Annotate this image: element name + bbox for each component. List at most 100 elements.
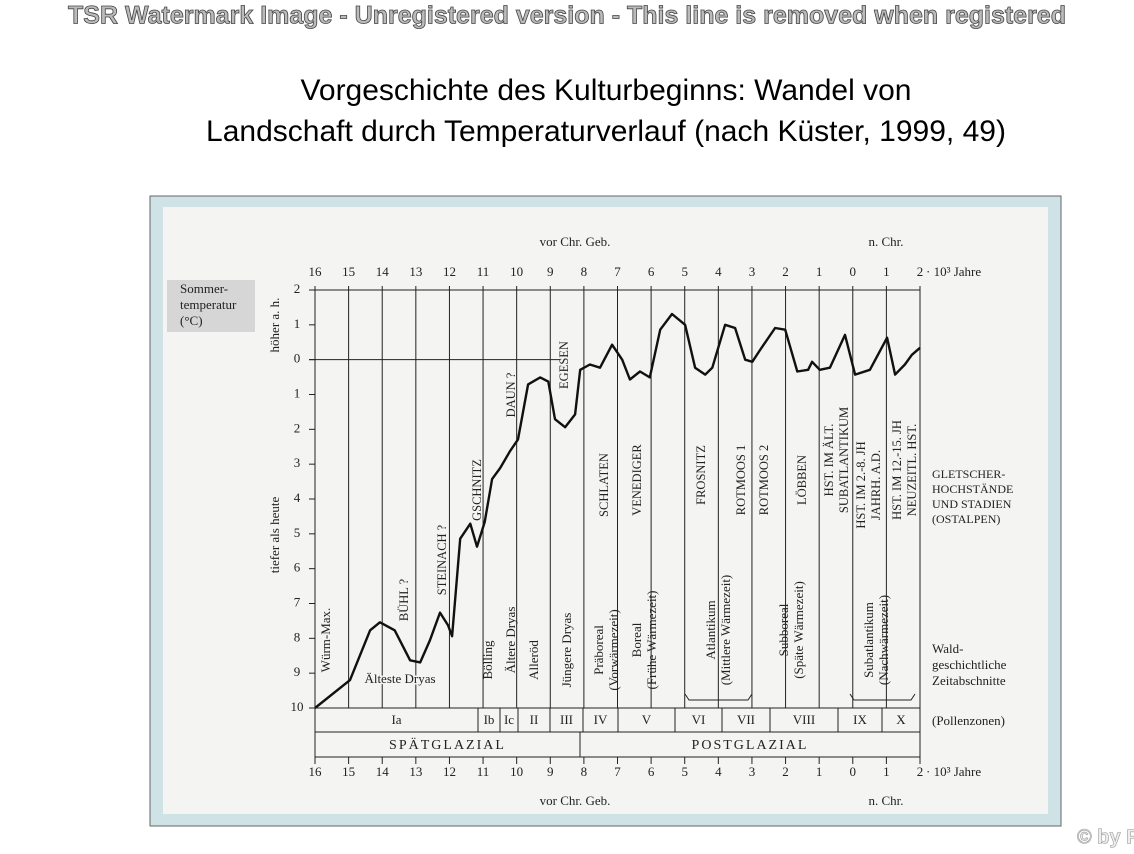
glacier-stage: HST. IM 12.-15. JH [890,420,904,520]
y-tick-label: 7 [294,594,301,609]
x-tick-label: 6 [648,264,655,279]
glacier-label: UND STADIEN [932,497,1012,511]
x-unit: · 10³ Jahre [926,264,981,279]
x-tick-label: 5 [681,764,688,779]
glacier-stage: JAHRH. A.D. [869,450,883,520]
glacier-stage: SCHLATEN [597,453,611,517]
glacier-stage: GSCHNITZ [470,459,484,521]
x-unit: · 10³ Jahre [926,764,981,779]
x-tick-label: 9 [547,264,554,279]
x-tick-label: 13 [409,264,422,279]
glacier-stage: ROTMOOS 2 [757,445,771,516]
x-tick-label: 2 [917,264,924,279]
forest-period: Alleröd [526,640,541,680]
x-tick-label: 13 [409,764,422,779]
x-tick-label: 1 [816,764,823,779]
forest-period: Jüngere Dryas [559,613,574,688]
forest-period: Boreal [629,622,644,657]
x-tick-label: 16 [309,764,323,779]
y-tick-label: 3 [294,455,301,470]
x-tick-label: 8 [581,264,588,279]
forest-period: Subboreal [776,603,791,656]
x-tick-label: 11 [477,264,490,279]
forest-period: (Frühe Wärmezeit) [644,590,659,689]
glacier-stage: BÜHL ? [397,578,411,621]
glacier-stage: HST. IM ÄLT. [822,424,836,497]
y-box-label: Sommer- [180,281,228,296]
pollen-zone: VII [737,712,755,727]
y-box-label: (°C) [180,313,203,328]
period: POSTGLAZIAL [692,738,809,753]
forest-period: Ältere Dryas [503,607,518,674]
bracket [684,693,753,701]
glacier-stage: FROSNITZ [694,445,708,505]
x-tick-label: 14 [376,264,390,279]
x-tick-label: 10 [510,764,523,779]
x-axis-label: vor Chr. Geb. [540,234,611,249]
x-tick-label: 2 [917,764,924,779]
x-tick-label: 3 [749,764,756,779]
pollen-zone: III [560,712,573,727]
period: SPÄTGLAZIAL [389,736,506,753]
pollen-zone: Ia [391,712,401,727]
figure-background [163,207,1048,814]
pollen-zone: II [530,712,539,727]
forest-period: Bölling [480,640,495,680]
forest-period: Älteste Dryas [364,671,435,686]
copyright: © by PS [1077,826,1134,848]
period-row [314,731,921,758]
bracket [849,693,916,701]
x-tick-label: 4 [715,764,722,779]
x-tick-label: 12 [443,764,456,779]
y-tick-label: 10 [291,699,304,714]
x-tick-label: 1 [816,264,823,279]
glacier-stage: EGESEN [557,341,571,389]
x-tick-label: 8 [581,764,588,779]
y-box-label: temperatur [180,297,237,312]
watermark: TSR Watermark Image - Unregistered versi… [68,2,1066,30]
x-tick-label: 2 [782,764,789,779]
y-tick-label: 4 [294,490,301,505]
x-axis-label: vor Chr. Geb. [540,793,611,808]
title-line: Vorgeschichte des Kulturbeginns: Wandel … [301,74,912,107]
forest-period: (Späte Wärmezeit) [791,581,806,679]
x-tick-label: 4 [715,264,722,279]
x-tick-label: 15 [342,764,355,779]
x-tick-label: 10 [510,264,523,279]
forest-period: (Vorwärmezeit) [606,609,621,690]
x-tick-label: 9 [547,764,554,779]
x-tick-label: 0 [850,264,857,279]
y-tick-label: 2 [294,420,301,435]
x-tick-label: 16 [309,264,323,279]
glacier-label: (OSTALPEN) [932,512,1000,526]
title-line: Landschaft durch Temperaturverlauf (nach… [206,115,1006,148]
forest-period: Würm-Max. [318,608,333,673]
y-tick-label: 5 [294,525,301,540]
x-tick-label: 7 [614,264,621,279]
y-axis-label: höher a. h. [267,298,282,353]
forest-period: Präboreal [591,625,606,675]
forest-label: geschichtliche [932,657,1007,672]
pollen-zone: Ic [504,712,514,727]
glacier-stage: SUBATLANTIKUM [837,407,851,513]
temperature-line [314,312,921,709]
x-tick-label: 7 [614,764,621,779]
forest-label: Zeitabschnitte [932,673,1006,688]
glacier-label: GLETSCHER- [932,467,1005,481]
x-tick-label: 14 [376,764,390,779]
glacier-label: HOCHSTÄNDE [932,482,1013,496]
x-tick-label: 5 [681,264,688,279]
y-tick-label: 6 [294,560,301,575]
pollen-zone: VIII [793,712,815,727]
forest-period: (Nachwärmezeit) [876,595,891,685]
forest-period: (Mittlere Wärmezeit) [718,575,733,686]
x-tick-label: 0 [850,764,857,779]
glacier-stage: NEUZEITL. HST. [905,424,919,516]
glacier-stage: LÖBBEN [795,455,809,505]
x-tick-label: 12 [443,264,456,279]
x-axis-label: n. Chr. [868,234,903,249]
x-tick-label: 3 [749,264,756,279]
glacier-stage: STEINACH ? [435,524,449,595]
